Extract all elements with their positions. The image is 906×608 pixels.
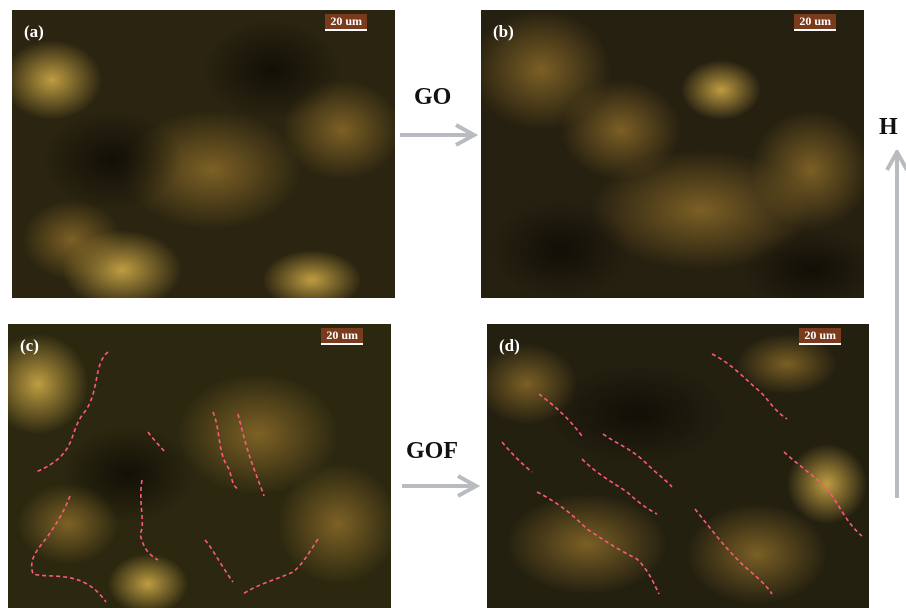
- micrograph-image-c: [8, 324, 391, 608]
- right-arrow-icon: [402, 474, 480, 498]
- field-label: H: [879, 114, 898, 140]
- panel-label-c: (c): [20, 336, 39, 355]
- chain-line: [536, 491, 660, 595]
- scale-bar-b: 20 um: [794, 14, 836, 31]
- chain-line: [581, 458, 658, 515]
- chain-line: [538, 393, 583, 437]
- micrograph-panel-c: (c) 20 um: [8, 324, 391, 608]
- chain-line: [147, 431, 166, 453]
- micrograph-image-d: [487, 324, 869, 608]
- chain-line: [783, 451, 863, 537]
- chain-line: [139, 479, 159, 561]
- micrograph-image-b: [481, 10, 864, 298]
- scale-bar-c: 20 um: [321, 328, 363, 345]
- chain-line: [694, 508, 773, 595]
- chain-line: [204, 539, 234, 583]
- chain-line: [711, 353, 788, 420]
- chain-line: [501, 441, 533, 473]
- scale-bar-d: 20 um: [799, 328, 841, 345]
- go-label: GO: [414, 84, 452, 110]
- dashed-chain-overlay-c: [30, 351, 319, 603]
- up-arrow-icon: [885, 150, 906, 498]
- gof-label: GOF: [406, 438, 458, 464]
- scale-bar-a: 20 um: [325, 14, 367, 31]
- micrograph-panel-d: (d) 20 um: [487, 324, 869, 608]
- chain-line: [242, 538, 319, 595]
- right-arrow-icon: [400, 123, 478, 147]
- micrograph-panel-a: (a) 20 um: [12, 10, 395, 298]
- chain-line: [35, 351, 109, 473]
- micrograph-panel-b: (b) 20 um: [481, 10, 864, 298]
- micrograph-image-a: [12, 10, 395, 298]
- panel-label-d: (d): [499, 336, 520, 355]
- chain-line: [30, 495, 107, 603]
- dashed-chain-overlay-d: [501, 353, 863, 595]
- chain-line: [602, 433, 673, 488]
- panel-label-a: (a): [24, 22, 44, 41]
- panel-label-b: (b): [493, 22, 514, 41]
- chain-line: [237, 413, 265, 497]
- chain-line: [212, 411, 239, 490]
